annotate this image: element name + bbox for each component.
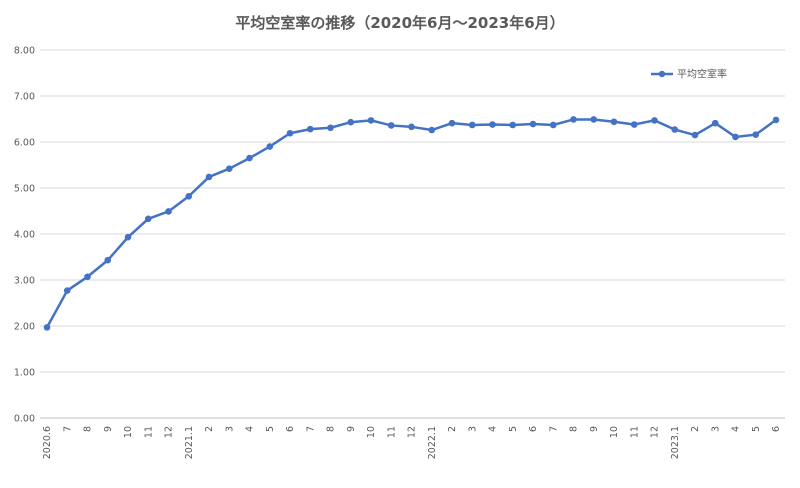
- x-tick-label: 12: [650, 426, 661, 438]
- data-point: [104, 256, 112, 264]
- legend: 平均空室率: [651, 68, 727, 81]
- x-tick-label: 5: [265, 426, 276, 432]
- y-tick-label: 2.00: [14, 322, 35, 333]
- x-tick-label: 10: [609, 426, 620, 438]
- x-tick-label: 10: [123, 426, 134, 438]
- x-tick-label: 6: [528, 426, 539, 432]
- x-tick-label: 8: [569, 426, 580, 432]
- x-tick-label: 4: [488, 426, 499, 432]
- data-point: [651, 117, 658, 124]
- data-point: [549, 121, 557, 129]
- x-tick-label: 3: [467, 426, 478, 432]
- data-point: [671, 126, 679, 133]
- data-point: [63, 287, 71, 294]
- x-tick-label: 2021.1: [184, 426, 195, 459]
- data-point: [84, 273, 91, 281]
- data-point: [367, 117, 375, 124]
- data-point: [387, 122, 395, 129]
- x-tick-label: 6: [285, 426, 296, 432]
- x-tick-label: 8: [326, 426, 337, 432]
- series-line-path: [45, 118, 777, 328]
- data-point: [509, 121, 517, 129]
- data-point: [489, 121, 496, 128]
- gridlines: [40, 49, 785, 419]
- x-tick-label: 12: [407, 426, 418, 438]
- data-point: [529, 120, 537, 128]
- data-point: [124, 233, 132, 241]
- data-point: [286, 129, 294, 137]
- data-point: [408, 123, 415, 131]
- x-tick-label: 4: [731, 426, 742, 432]
- x-tick-label: 10: [366, 426, 377, 438]
- x-tick-label: 5: [508, 426, 519, 432]
- x-tick-label: 7: [548, 426, 559, 432]
- data-point: [772, 116, 780, 124]
- x-tick-label: 2: [690, 426, 701, 432]
- series-line: [43, 116, 780, 331]
- x-tick-label: 2023.1: [670, 426, 681, 459]
- x-tick-label: 2022.1: [427, 426, 438, 459]
- data-point: [347, 118, 355, 126]
- chart-title: 平均空室率の推移（2020年6月～2023年6月）: [235, 14, 565, 32]
- data-point: [266, 143, 274, 150]
- x-tick-label: 5: [751, 426, 762, 432]
- data-point: [144, 215, 152, 223]
- y-tick-label: 6.00: [14, 138, 35, 149]
- data-point: [225, 165, 233, 172]
- x-tick-label: 8: [83, 426, 94, 432]
- data-point: [752, 131, 760, 138]
- data-point: [428, 126, 436, 134]
- data-point: [630, 121, 638, 128]
- data-point: [732, 133, 739, 141]
- x-tick-label: 9: [589, 426, 600, 432]
- x-tick-label: 4: [245, 426, 256, 432]
- data-point: [306, 125, 314, 133]
- y-tick-label: 0.00: [14, 414, 35, 425]
- x-tick-label: 11: [143, 426, 154, 438]
- x-tick-label: 9: [103, 426, 114, 432]
- data-point: [205, 173, 213, 181]
- legend-label: 平均空室率: [677, 68, 727, 81]
- x-tick-label: 7: [62, 426, 73, 432]
- data-point: [590, 116, 598, 123]
- y-tick-label: 8.00: [14, 46, 35, 57]
- y-tick-label: 4.00: [14, 230, 35, 241]
- x-tick-label: 9: [346, 426, 357, 432]
- data-point: [610, 118, 618, 126]
- x-tick-label: 12: [164, 426, 175, 438]
- x-tick-label: 2: [204, 426, 215, 432]
- y-tick-label: 3.00: [14, 276, 35, 287]
- data-point: [570, 116, 577, 123]
- x-tick-label: 7: [305, 426, 316, 432]
- y-tick-label: 5.00: [14, 184, 35, 195]
- legend-marker: [658, 70, 666, 78]
- x-tick-label: 2020.6: [42, 426, 53, 459]
- x-tick-label: 11: [629, 426, 640, 438]
- data-point: [327, 124, 334, 132]
- x-tick-label: 3: [224, 426, 235, 432]
- data-point: [468, 121, 476, 129]
- x-tick-label: 11: [386, 426, 397, 438]
- data-point: [448, 119, 456, 127]
- data-point: [691, 131, 699, 139]
- x-tick-label: 6: [771, 426, 782, 432]
- data-point: [165, 208, 172, 215]
- data-point: [185, 192, 193, 200]
- data-point: [246, 154, 253, 162]
- y-tick-label: 7.00: [14, 92, 35, 103]
- x-tick-label: 2: [447, 426, 458, 432]
- x-tick-label: 3: [710, 426, 721, 432]
- y-axis-labels: 0.00 1.00 2.00 3.00 4.00 5.00 6.00 7.00 8.00: [14, 46, 35, 425]
- x-axis-labels: 2020.6 7 8 9 10 11 12 2021.1 2 3 4 5 6 7 8 9 10 11 12 2022.…: [42, 426, 782, 459]
- y-tick-label: 1.00: [14, 368, 35, 379]
- data-point: [43, 324, 51, 331]
- data-point: [711, 119, 719, 127]
